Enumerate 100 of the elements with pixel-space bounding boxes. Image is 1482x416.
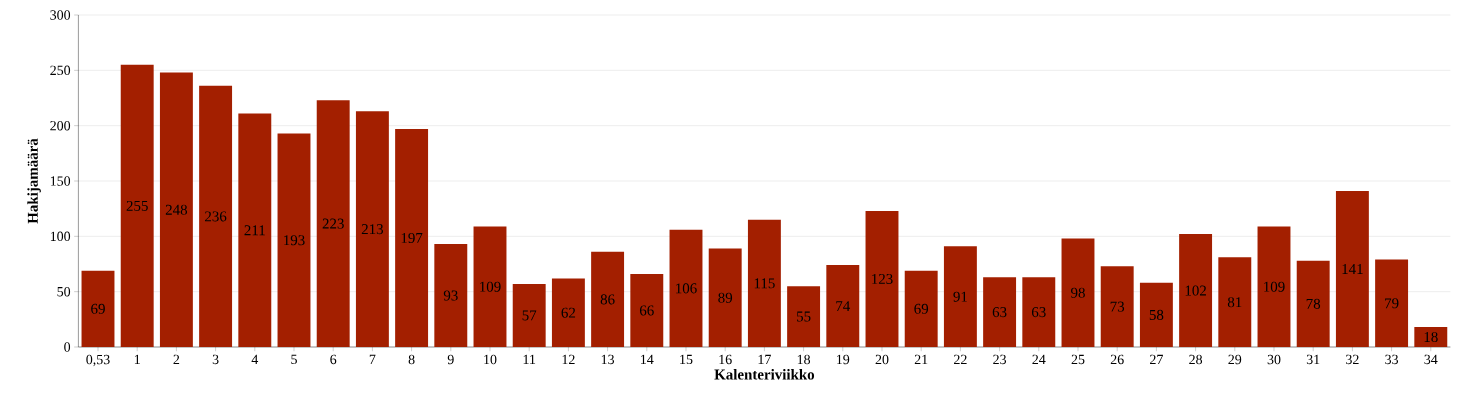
x-tick-label: 29 — [1228, 354, 1242, 365]
bar — [865, 210, 899, 347]
data-label: 141 — [1342, 264, 1363, 274]
data-label: 74 — [836, 301, 851, 311]
data-label: 69 — [914, 303, 929, 314]
x-tick-label: 9 — [447, 354, 454, 365]
x-tick-label: 8 — [408, 354, 415, 365]
data-label: 223 — [322, 218, 344, 229]
x-tick-label: 16 — [719, 354, 732, 365]
x-tick-label: 17 — [758, 354, 771, 364]
bar — [1335, 190, 1369, 347]
data-label: 89 — [718, 292, 733, 303]
x-tick-label: 10 — [484, 354, 497, 365]
x-tick-label: 6 — [330, 354, 337, 365]
x-tick-label: 1 — [134, 354, 140, 364]
bar — [1375, 259, 1409, 347]
x-tick-label: 25 — [1071, 354, 1085, 365]
x-tick-label: 15 — [680, 354, 693, 365]
data-label: 63 — [992, 307, 1007, 318]
data-label: 78 — [1306, 298, 1321, 309]
x-tick-label: 20 — [875, 354, 889, 365]
bar — [355, 111, 389, 347]
data-label: 79 — [1385, 298, 1399, 309]
data-label: 57 — [522, 310, 537, 321]
x-tick-label: 2 — [173, 354, 180, 365]
data-label: 58 — [1149, 309, 1164, 320]
bar — [277, 133, 311, 347]
x-tick-label: 5 — [291, 354, 297, 365]
bar — [1218, 257, 1252, 347]
data-label: 93 — [443, 290, 458, 301]
y-tick-label: 250 — [50, 65, 71, 76]
data-label: 236 — [205, 211, 227, 222]
x-tick-label: 19 — [837, 354, 850, 365]
bar — [1257, 226, 1291, 347]
x-tick-label: 18 — [797, 354, 811, 365]
x-tick-label: 13 — [601, 354, 615, 365]
data-label: 255 — [126, 200, 148, 211]
y-tick-label: 300 — [50, 10, 71, 20]
bar — [395, 128, 429, 347]
data-label: 98 — [1071, 287, 1085, 298]
x-tick-label: 14 — [641, 354, 654, 364]
x-tick-label: 34 — [1424, 354, 1438, 365]
y-tick-label: 0 — [64, 342, 71, 352]
bar — [473, 226, 507, 347]
data-label: 197 — [401, 232, 423, 244]
x-tick-label: 22 — [954, 354, 967, 365]
bar — [81, 270, 115, 347]
data-label: 62 — [561, 307, 576, 318]
bar — [316, 100, 350, 347]
x-tick-label: 4 — [251, 354, 259, 364]
data-label: 109 — [1264, 281, 1285, 292]
data-label: 106 — [676, 283, 697, 294]
data-label: 102 — [1185, 285, 1206, 296]
data-label: 213 — [361, 224, 384, 235]
x-tick-label: 31 — [1306, 354, 1320, 365]
x-tick-label: 24 — [1032, 354, 1046, 365]
x-tick-label: 30 — [1267, 354, 1281, 365]
x-tick-label: 7 — [369, 354, 376, 364]
x-tick-label: 32 — [1346, 354, 1359, 365]
data-label: 211 — [244, 225, 265, 236]
x-tick-label: 11 — [523, 354, 536, 364]
x-tick-label: 23 — [993, 354, 1007, 365]
y-tick-label: 50 — [57, 286, 71, 297]
data-label: 18 — [1424, 332, 1438, 343]
data-label: 69 — [91, 303, 105, 314]
bar — [1296, 260, 1330, 347]
bar — [708, 248, 742, 347]
x-tick-label: 21 — [914, 354, 928, 365]
x-axis-title: Kalenteriviikko — [714, 369, 815, 380]
x-tick-label: 0,53 — [86, 354, 110, 367]
data-label: 81 — [1227, 297, 1242, 308]
bar — [591, 251, 625, 347]
bar — [199, 85, 233, 347]
data-label: 73 — [1110, 301, 1125, 312]
data-label: 248 — [165, 204, 188, 215]
y-tick-label: 150 — [50, 176, 71, 186]
data-label: 123 — [872, 273, 893, 284]
y-tick-label: 200 — [50, 120, 71, 131]
y-tick-label: 100 — [50, 231, 71, 242]
bar — [434, 244, 468, 347]
bar — [1414, 327, 1448, 347]
data-label: 193 — [284, 235, 305, 246]
bar — [1022, 277, 1056, 347]
data-label: 63 — [1031, 307, 1046, 318]
y-axis-title: Hakijamäärä — [27, 138, 41, 224]
bar — [943, 246, 977, 347]
bar — [1061, 238, 1095, 347]
bar — [1139, 282, 1173, 347]
bar — [159, 72, 193, 347]
x-tick-label: 27 — [1150, 354, 1163, 365]
bar — [826, 265, 860, 347]
bar — [551, 278, 585, 347]
data-label: 109 — [480, 281, 501, 292]
bar — [904, 270, 938, 347]
data-label: 115 — [754, 278, 775, 289]
bar — [120, 64, 154, 347]
bar — [630, 273, 664, 347]
x-tick-label: 28 — [1189, 354, 1203, 365]
data-label: 91 — [953, 291, 967, 302]
bar — [669, 229, 703, 347]
